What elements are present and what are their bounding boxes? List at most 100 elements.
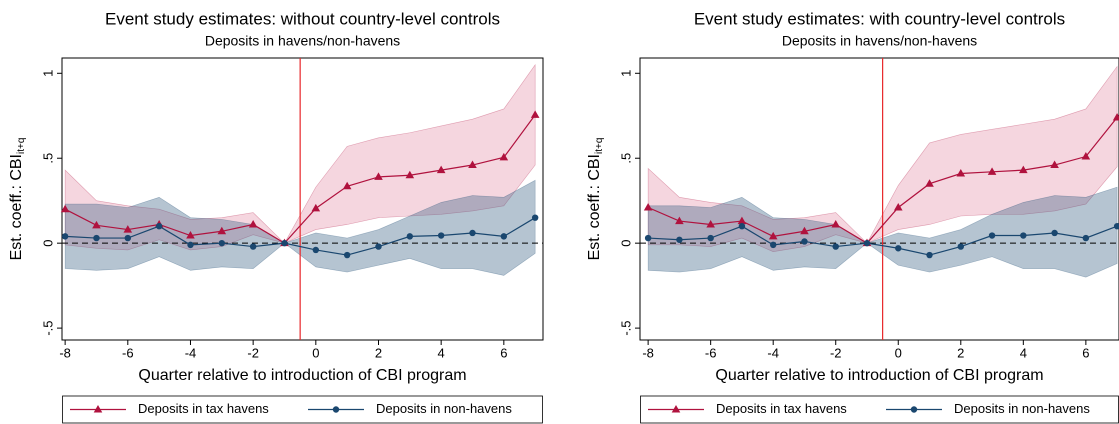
marker	[910, 406, 918, 413]
y-axis-label-main: Est. coeff.: CBI	[8, 154, 25, 260]
x-tick-label: 2	[957, 345, 964, 360]
plot-frame	[61, 57, 544, 341]
marker	[768, 231, 778, 240]
y-tick-label: -.5	[40, 321, 55, 336]
marker	[957, 243, 964, 250]
marker	[769, 241, 777, 249]
marker	[186, 231, 195, 239]
legend-label: Deposits in non-havens	[954, 401, 1090, 416]
chart-subtitle: Deposits in havens/non-havens	[782, 33, 977, 49]
marker	[92, 220, 101, 229]
y-tick-label: 1	[618, 70, 633, 77]
y-tick-label: .5	[40, 153, 55, 164]
y-axis-label: Est. coeff.: CBIit+q	[586, 138, 604, 261]
marker	[468, 160, 477, 169]
marker	[863, 239, 871, 247]
marker	[123, 225, 133, 233]
marker	[926, 251, 933, 259]
marker	[643, 202, 653, 211]
legend-box	[62, 395, 543, 424]
marker	[895, 245, 902, 252]
marker	[437, 232, 445, 239]
marker	[1112, 112, 1119, 121]
confidence-band	[647, 65, 1118, 252]
marker	[707, 234, 714, 242]
legend-label: Deposits in tax havens	[716, 401, 847, 416]
marker	[155, 222, 163, 230]
x-tick-label: 6	[500, 345, 507, 360]
marker	[738, 222, 746, 230]
marker	[248, 219, 258, 228]
marker	[311, 203, 321, 212]
marker	[500, 233, 508, 240]
marker	[956, 169, 966, 177]
series-line	[65, 217, 536, 256]
marker	[312, 246, 320, 254]
marker	[1020, 232, 1027, 239]
x-tick-label: -4	[185, 345, 197, 360]
marker	[925, 179, 934, 187]
series-line	[647, 117, 1118, 244]
marker	[217, 226, 227, 235]
x-tick-label: -8	[642, 345, 654, 360]
y-axis-label-sub: it+q	[594, 138, 605, 154]
marker	[1050, 160, 1059, 169]
y-tick-label: .5	[618, 153, 633, 164]
y-axis-label-main: Est. coeff.: CBI	[586, 154, 603, 260]
x-axis-label: Quarter relative to introduction of CBI …	[715, 367, 1043, 384]
marker	[374, 172, 383, 180]
marker	[1081, 152, 1091, 160]
x-tick-label: 0	[895, 345, 902, 360]
marker	[530, 110, 540, 118]
marker	[124, 234, 132, 242]
y-tick-label: 1	[40, 70, 55, 77]
marker	[831, 219, 841, 228]
marker	[531, 214, 539, 221]
marker	[644, 234, 652, 242]
marker	[93, 405, 103, 413]
x-tick-label: 6	[1082, 345, 1089, 360]
x-tick-label: -2	[830, 345, 842, 360]
marker	[469, 229, 476, 237]
y-tick-label: 0	[618, 240, 633, 247]
y-tick-label: -.5	[618, 321, 633, 336]
marker	[988, 232, 996, 239]
chart-title: Event study estimates: with country-leve…	[694, 9, 1065, 28]
x-tick-label: 4	[1020, 345, 1027, 360]
x-tick-label: -6	[705, 345, 717, 360]
confidence-band	[64, 179, 536, 276]
chart-subtitle: Deposits in havens/non-havens	[205, 33, 400, 49]
marker	[832, 243, 839, 250]
x-tick-label: 0	[312, 345, 319, 360]
marker	[893, 202, 903, 211]
marker	[801, 238, 808, 245]
x-axis-label: Quarter relative to introduction of CBI …	[138, 367, 466, 384]
x-tick-label: -2	[247, 345, 259, 360]
marker	[706, 219, 715, 228]
marker	[1051, 229, 1058, 237]
x-tick-label: -6	[122, 345, 134, 360]
marker	[332, 406, 340, 413]
marker	[281, 239, 288, 247]
x-tick-label: 4	[438, 345, 445, 360]
y-axis-label: Est. coeff.: CBIit+q	[8, 138, 26, 261]
marker	[737, 216, 747, 225]
marker	[1113, 222, 1119, 230]
x-tick-label: -4	[767, 345, 779, 360]
marker	[671, 405, 681, 413]
y-tick-label: 0	[40, 240, 55, 247]
marker	[800, 226, 809, 235]
y-axis-label-sub: it+q	[16, 138, 27, 154]
confidence-band	[64, 63, 536, 251]
marker	[187, 241, 194, 249]
marker	[342, 181, 352, 190]
marker	[987, 167, 997, 175]
marker	[218, 239, 226, 247]
marker	[343, 251, 351, 259]
marker	[675, 216, 684, 225]
confidence-band	[647, 186, 1118, 278]
marker	[61, 233, 69, 240]
x-tick-label: 2	[375, 345, 382, 360]
